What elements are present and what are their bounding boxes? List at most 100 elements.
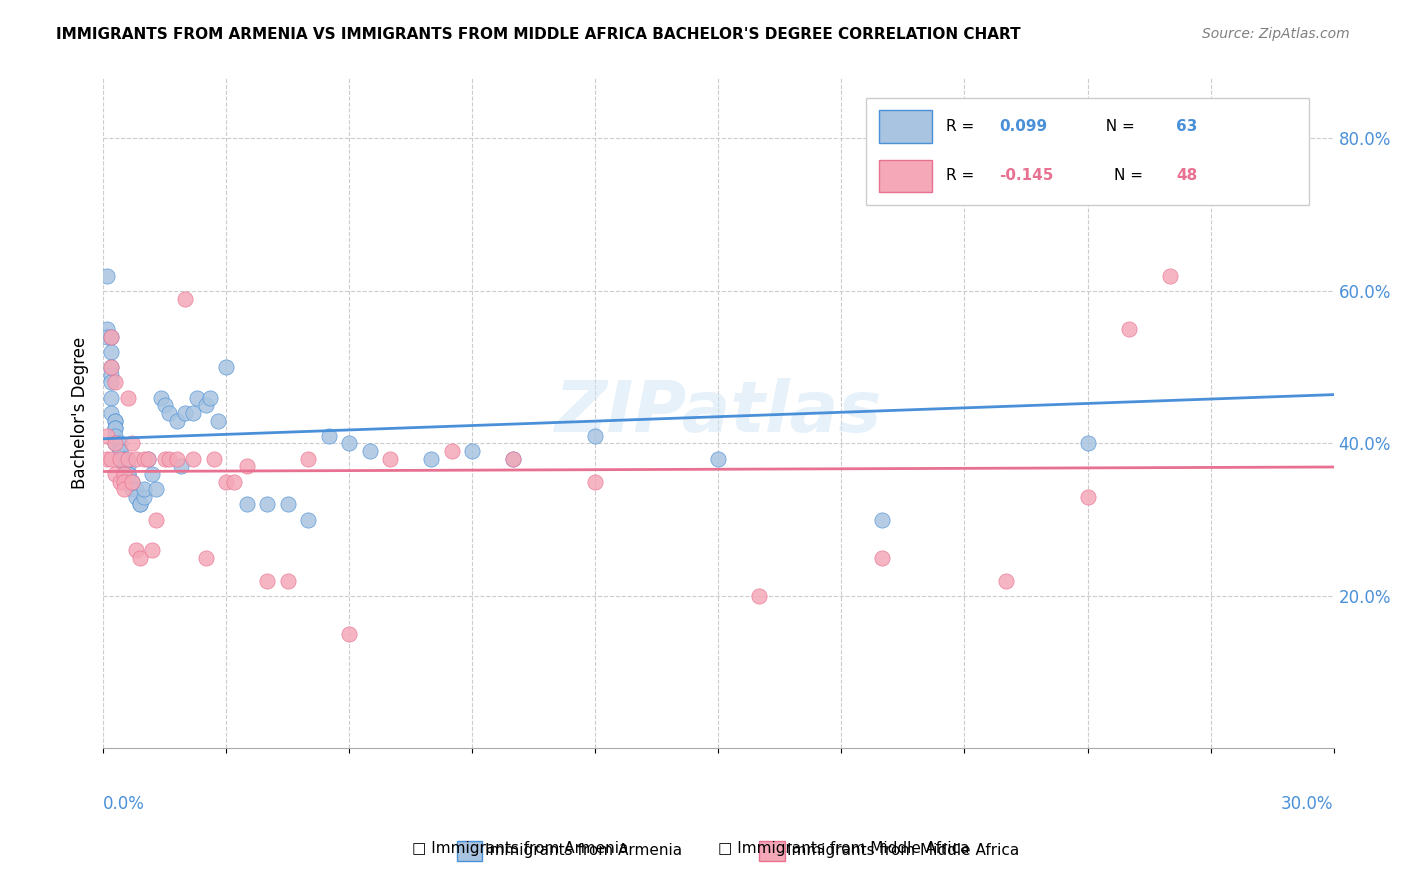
Point <box>108 436 131 450</box>
Point <box>215 475 238 489</box>
Point <box>134 490 156 504</box>
Point <box>112 451 135 466</box>
Point <box>166 451 188 466</box>
Point <box>121 482 143 496</box>
Point <box>461 444 484 458</box>
Point <box>277 574 299 588</box>
Text: Immigrants from Middle Africa: Immigrants from Middle Africa <box>787 844 1019 858</box>
Point <box>100 391 122 405</box>
Point <box>1076 490 1098 504</box>
Point <box>136 451 159 466</box>
Point <box>121 436 143 450</box>
Point <box>194 550 217 565</box>
Y-axis label: Bachelor's Degree: Bachelor's Degree <box>72 337 89 489</box>
Point <box>440 444 463 458</box>
Point <box>100 406 122 420</box>
Point <box>96 451 118 466</box>
Point <box>112 451 135 466</box>
Text: ZIPatlas: ZIPatlas <box>555 378 882 448</box>
Point <box>129 498 152 512</box>
Point <box>96 329 118 343</box>
Point <box>174 406 197 420</box>
Point <box>707 451 730 466</box>
Point <box>157 451 180 466</box>
Point <box>141 467 163 481</box>
Point <box>198 391 221 405</box>
Point <box>235 498 257 512</box>
Point <box>502 451 524 466</box>
Point <box>1159 268 1181 283</box>
Point <box>121 475 143 489</box>
Point <box>318 429 340 443</box>
Point <box>100 376 122 390</box>
Point <box>129 498 152 512</box>
Point <box>136 451 159 466</box>
Point <box>96 322 118 336</box>
Point <box>117 451 139 466</box>
Text: □ Immigrants from Middle Africa: □ Immigrants from Middle Africa <box>718 841 969 856</box>
Point <box>157 406 180 420</box>
Point <box>117 467 139 481</box>
Point <box>104 429 127 443</box>
Point <box>297 451 319 466</box>
Point <box>174 292 197 306</box>
Point <box>872 513 894 527</box>
Text: 30.0%: 30.0% <box>1281 796 1334 814</box>
Point <box>112 459 135 474</box>
Point <box>256 498 278 512</box>
Point <box>125 490 148 504</box>
Point <box>100 451 122 466</box>
Point <box>112 482 135 496</box>
Point <box>207 414 229 428</box>
Point <box>104 436 127 450</box>
Point <box>108 475 131 489</box>
Point <box>153 451 176 466</box>
Point <box>117 391 139 405</box>
Point <box>235 459 257 474</box>
Point <box>748 589 770 603</box>
Text: Immigrants from Armenia: Immigrants from Armenia <box>485 844 682 858</box>
Point <box>100 360 122 375</box>
Point <box>872 550 894 565</box>
Point <box>277 498 299 512</box>
Point <box>121 475 143 489</box>
Point <box>112 475 135 489</box>
Point <box>1076 436 1098 450</box>
Point <box>125 451 148 466</box>
Point <box>1118 322 1140 336</box>
Point <box>96 268 118 283</box>
Point <box>134 482 156 496</box>
Point <box>337 436 360 450</box>
Point <box>166 414 188 428</box>
Point <box>359 444 381 458</box>
Point <box>256 574 278 588</box>
Point <box>337 627 360 641</box>
Point <box>583 475 606 489</box>
Point <box>145 482 167 496</box>
Point <box>420 451 443 466</box>
Point <box>502 451 524 466</box>
Point <box>104 414 127 428</box>
Point <box>170 459 193 474</box>
Point <box>104 414 127 428</box>
Point <box>183 406 205 420</box>
Point <box>125 482 148 496</box>
Text: IMMIGRANTS FROM ARMENIA VS IMMIGRANTS FROM MIDDLE AFRICA BACHELOR'S DEGREE CORRE: IMMIGRANTS FROM ARMENIA VS IMMIGRANTS FR… <box>56 27 1021 42</box>
Point <box>100 360 122 375</box>
Point <box>224 475 246 489</box>
Point <box>141 543 163 558</box>
Point <box>117 467 139 481</box>
Point <box>104 436 127 450</box>
Point <box>100 345 122 359</box>
Point <box>100 368 122 382</box>
Text: 0.0%: 0.0% <box>103 796 145 814</box>
Point <box>112 467 135 481</box>
Point <box>104 421 127 435</box>
Point <box>145 513 167 527</box>
Point <box>96 429 118 443</box>
Point <box>100 329 122 343</box>
Text: □ Immigrants from Armenia: □ Immigrants from Armenia <box>412 841 628 856</box>
Point <box>583 429 606 443</box>
Point <box>994 574 1017 588</box>
Point <box>104 376 127 390</box>
